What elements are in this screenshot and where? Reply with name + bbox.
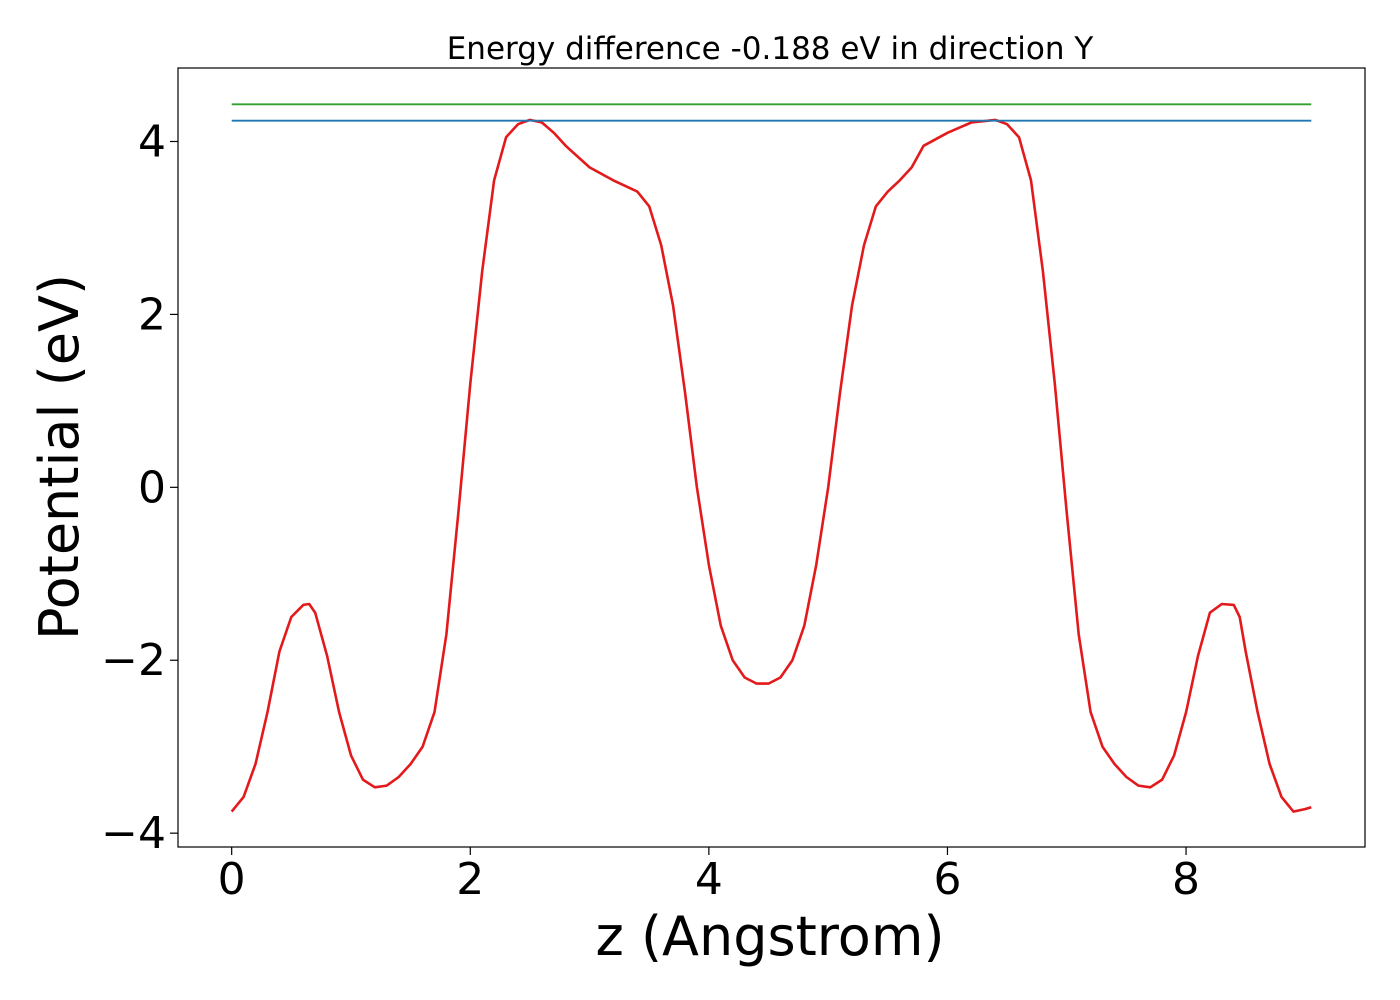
- y-tick-label: −2: [101, 635, 166, 686]
- axes-frame: [177, 67, 1366, 848]
- x-tick-label: 6: [933, 854, 961, 905]
- y-axis-label: Potential (eV): [28, 274, 91, 640]
- y-tick-label: 0: [138, 462, 166, 513]
- x-tick-label: 2: [456, 854, 484, 905]
- y-tick-label: −4: [101, 808, 166, 859]
- y-tick-label: 2: [138, 289, 166, 340]
- y-tick-label: 4: [138, 116, 166, 167]
- x-axis: 0 2 4 6 8: [218, 847, 1200, 905]
- x-tick-label: 0: [218, 854, 246, 905]
- chart-title: Energy difference -0.188 eV in direction…: [447, 31, 1094, 67]
- x-tick-label: 4: [695, 854, 723, 905]
- y-axis: −4 −2 0 2 4: [101, 116, 178, 859]
- potential-curve: [230, 118, 1312, 813]
- x-tick-label: 8: [1172, 854, 1200, 905]
- x-axis-label: z (Angstrom): [595, 905, 944, 968]
- plot-area: [230, 103, 1312, 813]
